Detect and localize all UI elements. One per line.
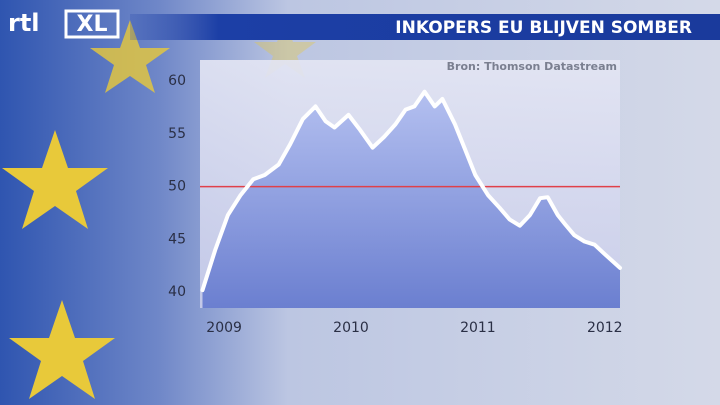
y-tick-label: 55 xyxy=(168,126,186,142)
x-tick-label: 2009 xyxy=(206,320,242,336)
x-tick-label: 2010 xyxy=(333,320,369,336)
line xyxy=(200,89,622,293)
logo: rtl XL xyxy=(8,9,120,39)
chart-title: INKOPERS EU BLIJVEN SOMBER xyxy=(395,18,692,38)
logo-box xyxy=(64,9,120,39)
logo-brand: rtl xyxy=(8,9,40,37)
y-tick-label: 50 xyxy=(168,179,186,195)
y-tick-label: 60 xyxy=(168,73,186,89)
y-tick-label: 45 xyxy=(168,231,186,247)
y-tick-label: 40 xyxy=(168,284,186,300)
logo-suffix: XL xyxy=(77,12,108,37)
x-tick-label: 2012 xyxy=(587,320,623,336)
area xyxy=(202,91,620,308)
title-bar xyxy=(130,14,720,40)
source: Bron: Thomson Datastream xyxy=(447,60,617,73)
x-tick-label: 2011 xyxy=(460,320,496,336)
flag-stars xyxy=(2,20,316,399)
